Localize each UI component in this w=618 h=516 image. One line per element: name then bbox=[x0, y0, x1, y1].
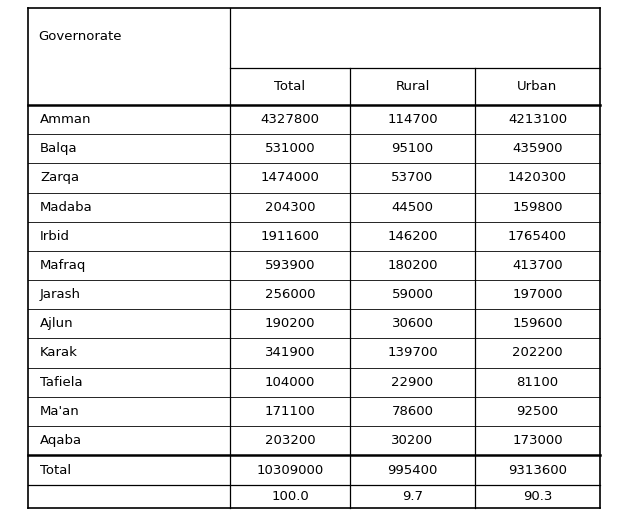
Text: 104000: 104000 bbox=[265, 376, 315, 389]
Text: 30600: 30600 bbox=[391, 317, 433, 330]
Text: 202200: 202200 bbox=[512, 346, 563, 360]
Text: 4213100: 4213100 bbox=[508, 113, 567, 126]
Text: Ma'an: Ma'an bbox=[40, 405, 80, 418]
Text: 435900: 435900 bbox=[512, 142, 563, 155]
Text: Jarash: Jarash bbox=[40, 288, 81, 301]
Text: 90.3: 90.3 bbox=[523, 490, 552, 503]
Text: 81100: 81100 bbox=[517, 376, 559, 389]
Text: 22900: 22900 bbox=[391, 376, 434, 389]
Text: 78600: 78600 bbox=[391, 405, 433, 418]
Text: 197000: 197000 bbox=[512, 288, 563, 301]
Text: 4327800: 4327800 bbox=[261, 113, 320, 126]
Text: 341900: 341900 bbox=[265, 346, 315, 360]
Text: Karak: Karak bbox=[40, 346, 78, 360]
Text: 1765400: 1765400 bbox=[508, 230, 567, 243]
Text: Tafiela: Tafiela bbox=[40, 376, 83, 389]
Text: 95100: 95100 bbox=[391, 142, 434, 155]
Text: 413700: 413700 bbox=[512, 259, 563, 272]
Text: 1420300: 1420300 bbox=[508, 171, 567, 184]
Text: 114700: 114700 bbox=[387, 113, 438, 126]
Text: 44500: 44500 bbox=[391, 201, 433, 214]
Text: 190200: 190200 bbox=[265, 317, 315, 330]
Text: Ajlun: Ajlun bbox=[40, 317, 74, 330]
Text: Madaba: Madaba bbox=[40, 201, 93, 214]
Text: 146200: 146200 bbox=[387, 230, 438, 243]
Text: Mafraq: Mafraq bbox=[40, 259, 87, 272]
Text: 1474000: 1474000 bbox=[261, 171, 320, 184]
Text: 531000: 531000 bbox=[265, 142, 315, 155]
Text: Total: Total bbox=[274, 80, 305, 93]
Text: 9313600: 9313600 bbox=[508, 463, 567, 476]
Text: Balqa: Balqa bbox=[40, 142, 78, 155]
Text: 995400: 995400 bbox=[387, 463, 438, 476]
Text: Amman: Amman bbox=[40, 113, 91, 126]
Text: Total: Total bbox=[40, 463, 71, 476]
Text: 171100: 171100 bbox=[265, 405, 315, 418]
Text: Zarqa: Zarqa bbox=[40, 171, 79, 184]
Text: 173000: 173000 bbox=[512, 434, 563, 447]
Text: 53700: 53700 bbox=[391, 171, 434, 184]
Text: 159800: 159800 bbox=[512, 201, 563, 214]
Text: 180200: 180200 bbox=[387, 259, 438, 272]
Text: 9.7: 9.7 bbox=[402, 490, 423, 503]
Text: 92500: 92500 bbox=[517, 405, 559, 418]
Text: Aqaba: Aqaba bbox=[40, 434, 82, 447]
Text: 159600: 159600 bbox=[512, 317, 563, 330]
Text: 1911600: 1911600 bbox=[261, 230, 320, 243]
Text: 139700: 139700 bbox=[387, 346, 438, 360]
Text: 100.0: 100.0 bbox=[271, 490, 309, 503]
Text: Urban: Urban bbox=[517, 80, 557, 93]
Text: Rural: Rural bbox=[396, 80, 430, 93]
Text: Irbid: Irbid bbox=[40, 230, 70, 243]
Text: 10309000: 10309000 bbox=[256, 463, 324, 476]
Text: 593900: 593900 bbox=[265, 259, 315, 272]
Text: 256000: 256000 bbox=[265, 288, 315, 301]
Text: 203200: 203200 bbox=[265, 434, 315, 447]
Text: 204300: 204300 bbox=[265, 201, 315, 214]
Text: Governorate: Governorate bbox=[38, 29, 122, 42]
Text: 30200: 30200 bbox=[391, 434, 434, 447]
Text: 59000: 59000 bbox=[391, 288, 433, 301]
